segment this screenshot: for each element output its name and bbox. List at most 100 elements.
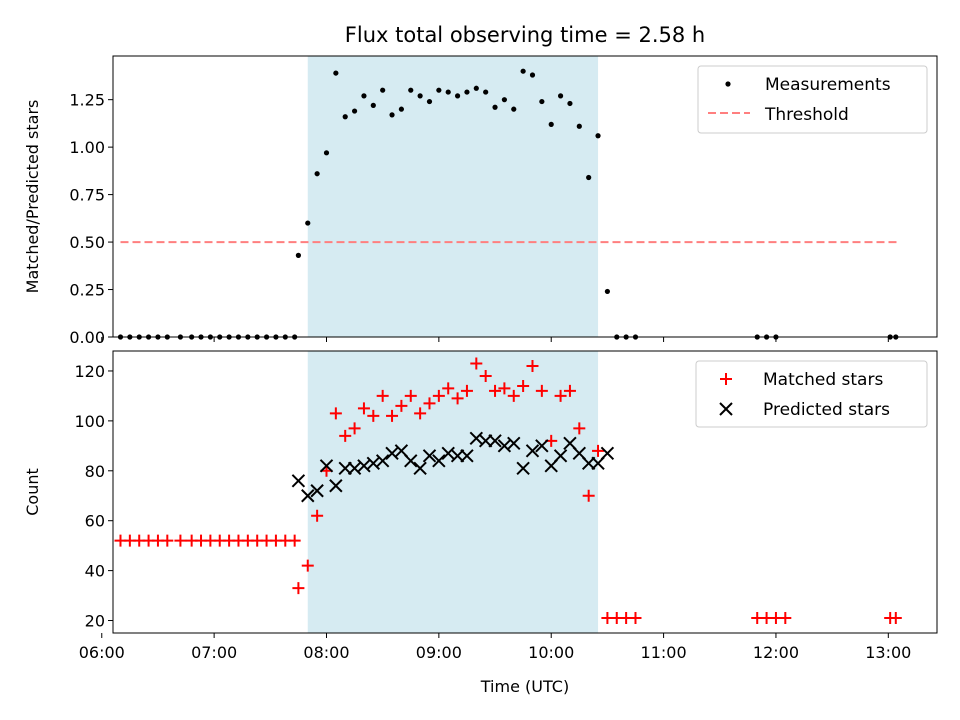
matched-star-point [889,612,902,625]
ratio-y-axis-label: Matched/Predicted stars [23,100,42,294]
measurement-point [595,133,601,139]
measurement-point [389,112,395,118]
measurement-point [333,70,339,76]
matched-star-point [563,384,576,397]
measurement-point [576,123,582,129]
predicted-star-point [291,474,306,488]
matched-star-point [404,389,417,402]
matched-star-point [554,389,567,402]
predicted-star-point [413,461,427,475]
matched-star-point [470,357,483,370]
predicted-star-point [310,484,324,498]
matched-star-point [339,429,352,442]
matched-star-point [592,444,605,457]
matched-star-point [367,409,380,422]
matched-star-point [460,384,473,397]
predicted-star-point [329,479,343,493]
matched-star-point [357,402,370,415]
measurement-point [380,87,386,93]
legend-predicted-marker [719,402,733,416]
measurement-point [464,89,470,95]
measurement-point [426,98,433,105]
ratio-panel: 0.00 0.25 0.50 0.75 1.00 1.25 Matched/Predict… [23,55,938,347]
count-panel: 20 40 60 80 100 120 06:00 07:00 08:00 09:00 10:00… [23,350,938,696]
matched-star-point [629,612,642,625]
matched-star-point [442,382,455,395]
matched-star-point [414,407,427,420]
matched-star-point [311,509,324,522]
matched-star-point [329,407,342,420]
predicted-star-point [553,449,568,463]
ratio-plot-frame [112,55,938,338]
measurement-point [492,104,498,110]
legend-measurements-marker [725,81,731,87]
count-x-tick-label: 07:00 [191,643,237,662]
ratio-legend-box [697,65,928,134]
measurement-point [529,72,536,78]
matched-star-point [423,397,436,410]
legend-predicted-label: Predicted stars [763,400,890,420]
measurement-point [314,171,320,177]
measurement-point [295,252,301,258]
predicted-star-point [422,449,437,463]
predicted-star-point [432,454,446,468]
measurement-point [417,93,423,99]
matched-star-point [432,389,445,402]
predicted-star-point [375,454,390,468]
count-x-tick-label: 09:00 [416,643,462,662]
count-y-tick-label: 100 [74,412,105,431]
count-x-tick-label: 11:00 [641,643,687,662]
measurement-point [305,220,311,226]
measurement-point [370,102,376,108]
measurement-point [548,121,554,127]
ratio-y-tick-label: 0.00 [69,328,105,347]
ratio-y-tick-label: 0.50 [69,233,105,252]
matched-star-point [301,559,314,572]
ratio-y-tick-label: 0.75 [69,186,105,205]
count-y-tick-label: 80 [85,462,105,481]
measurement-point [361,93,367,99]
count-x-tick-label: 12:00 [753,643,799,662]
measurement-point [567,100,573,107]
ratio-y-tick-label: 1.25 [69,91,105,110]
count-y-tick-label: 120 [74,362,105,381]
measurement-point [454,93,461,99]
measurement-point [351,108,358,114]
ratio-highlight-span [307,56,599,337]
measurement-point [511,106,517,112]
count-x-tick-label: 13:00 [865,643,911,662]
matched-star-point [348,422,361,435]
predicted-star-point [525,444,540,458]
count-plot-frame [112,350,938,634]
measurement-point [398,106,404,112]
predicted-star-point [301,489,315,503]
predicted-star-point [460,449,474,463]
measurement-point [473,85,479,91]
measurement-point [520,68,526,74]
count-x-tick-label: 08:00 [303,643,349,662]
matched-star-point [526,359,539,372]
matched-star-point [573,422,586,435]
predicted-star-point [404,454,418,468]
legend-matched-label: Matched stars [763,370,883,390]
measurement-point [408,87,414,93]
count-y-tick-label: 60 [85,512,105,531]
measurement-point [436,87,442,93]
predicted-star-point [507,436,521,451]
matched-star-point [507,389,520,402]
count-x-axis-label: Time (UTC) [480,677,569,696]
legend-measurements-label: Measurements [765,75,891,95]
matched-star-point [498,382,511,395]
count-y-tick-label: 40 [85,562,105,581]
matched-star-point [517,379,530,392]
ratio-y-tick-label: 0.25 [69,281,105,300]
matched-star-point [174,534,187,547]
count-y-axis-label: Count [23,468,42,516]
measurement-point [586,174,592,181]
matched-star-point [376,389,389,402]
measurement-point [445,89,451,95]
measurement-point [342,114,348,120]
count-x-tick-label: 10:00 [528,643,574,662]
matched-star-point [582,489,595,502]
